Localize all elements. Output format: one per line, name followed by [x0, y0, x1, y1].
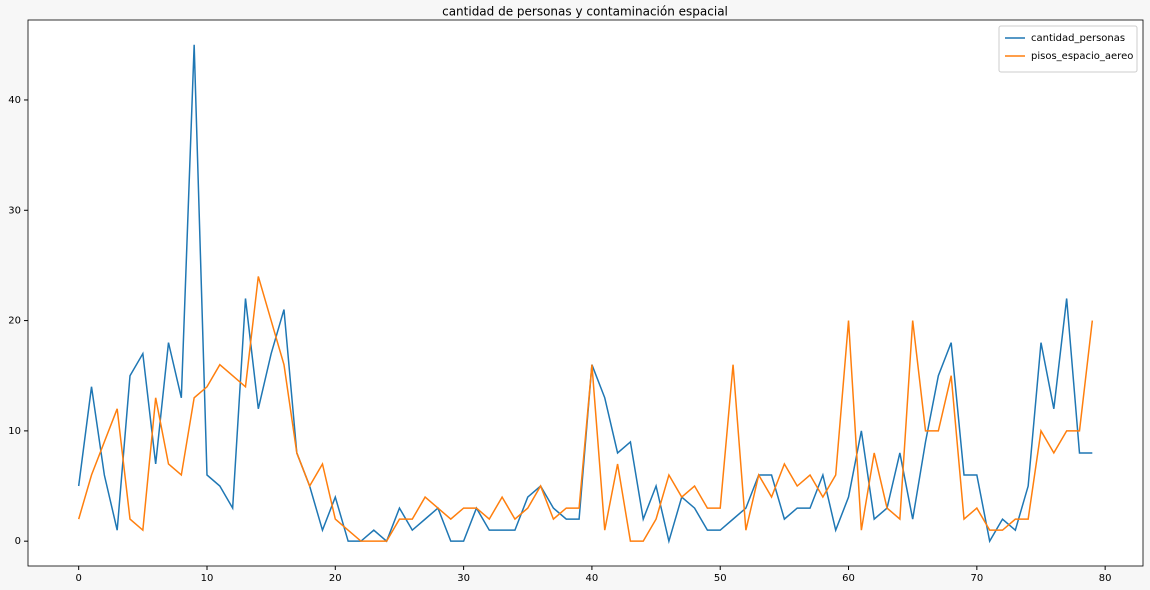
x-tick-label: 10: [201, 573, 214, 584]
x-tick-label: 80: [1099, 573, 1112, 584]
line-series: [77, 276, 1094, 542]
legend-label: pisos_espacio_aereo: [1031, 51, 1133, 62]
x-tick-label: 0: [75, 573, 81, 584]
y-tick-label: 0: [15, 536, 21, 547]
legend-label: cantidad_personas: [1031, 33, 1125, 44]
y-tick-label: 40: [8, 95, 21, 106]
y-tick-label: 30: [8, 205, 21, 216]
x-tick-label: 40: [586, 573, 599, 584]
x-tick-label: 60: [842, 573, 855, 584]
x-tick-label: 20: [329, 573, 342, 584]
plot-area: [27, 19, 1144, 567]
x-tick-label: 30: [457, 573, 470, 584]
chart-title: cantidad de personas y contaminación esp…: [442, 5, 728, 19]
y-tick-label: 20: [8, 316, 21, 327]
x-tick-label: 70: [970, 573, 983, 584]
legend-box: [998, 25, 1138, 73]
y-tick-label: 10: [8, 426, 21, 437]
x-tick-label: 50: [714, 573, 727, 584]
